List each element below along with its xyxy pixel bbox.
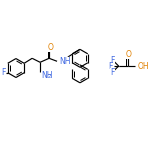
Text: O: O (125, 50, 131, 59)
Text: 2: 2 (48, 74, 51, 79)
Text: OH: OH (138, 62, 149, 71)
Text: NH: NH (41, 71, 53, 80)
Text: NH: NH (59, 57, 71, 66)
Text: F: F (111, 67, 115, 76)
Text: F: F (111, 55, 115, 65)
Text: F: F (108, 62, 112, 71)
Text: O: O (47, 43, 53, 52)
Text: F: F (2, 68, 6, 77)
